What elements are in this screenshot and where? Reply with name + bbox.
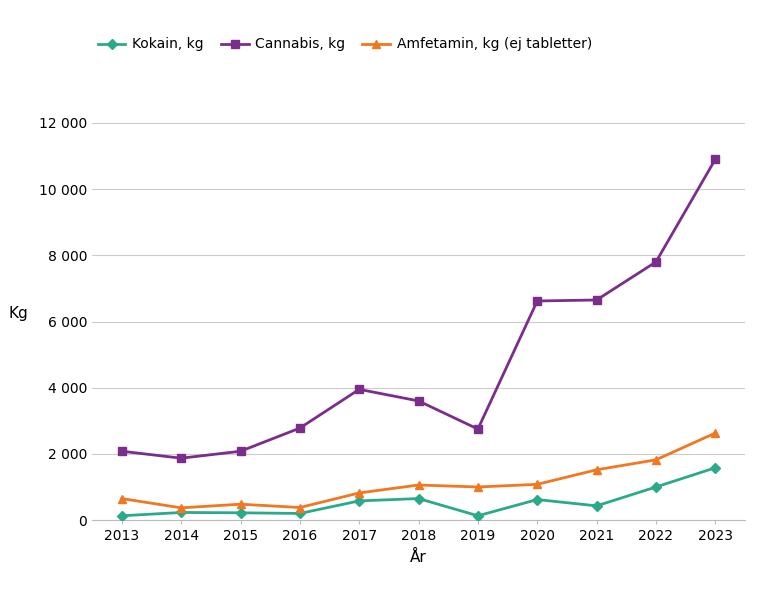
Kokain, kg [236,509,245,517]
Legend: Kokain, kg, Cannabis, kg, Amfetamin, kg (ej tabletter): Kokain, kg, Cannabis, kg, Amfetamin, kg … [92,32,598,57]
Kokain, kg [592,502,601,509]
Amfetamin, kg (ej tabletter) [473,483,482,491]
Cannabis, kg [710,156,720,163]
Kokain, kg [414,495,423,502]
Kokain, kg [177,509,186,516]
X-axis label: År: År [410,550,427,565]
Cannabis, kg [651,258,660,265]
Amfetamin, kg (ej tabletter) [710,430,720,437]
Cannabis, kg [295,424,304,431]
Kokain, kg [651,483,660,491]
Amfetamin, kg (ej tabletter) [177,504,186,511]
Amfetamin, kg (ej tabletter) [414,482,423,489]
Amfetamin, kg (ej tabletter) [533,481,542,488]
Cannabis, kg [236,448,245,455]
Amfetamin, kg (ej tabletter) [651,456,660,463]
Kokain, kg [533,496,542,503]
Cannabis, kg [533,297,542,304]
Cannabis, kg [355,386,364,393]
Kokain, kg [355,498,364,505]
Amfetamin, kg (ej tabletter) [236,501,245,508]
Line: Kokain, kg: Kokain, kg [118,465,719,519]
Kokain, kg [710,465,720,472]
Cannabis, kg [414,397,423,404]
Cannabis, kg [118,448,127,455]
Kokain, kg [473,512,482,519]
Kokain, kg [118,512,127,519]
Cannabis, kg [473,426,482,433]
Kokain, kg [295,510,304,517]
Amfetamin, kg (ej tabletter) [295,504,304,511]
Cannabis, kg [592,297,601,304]
Amfetamin, kg (ej tabletter) [355,489,364,496]
Line: Cannabis, kg: Cannabis, kg [118,155,719,462]
Y-axis label: Kg: Kg [8,306,28,321]
Amfetamin, kg (ej tabletter) [118,495,127,502]
Line: Amfetamin, kg (ej tabletter): Amfetamin, kg (ej tabletter) [118,429,720,512]
Cannabis, kg [177,454,186,462]
Amfetamin, kg (ej tabletter) [592,466,601,473]
